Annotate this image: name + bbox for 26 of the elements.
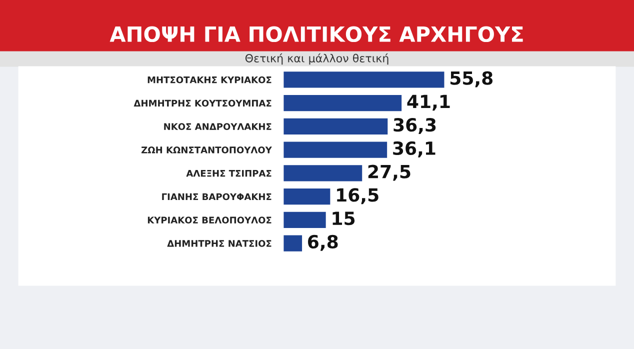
- y-tick-label: ΝΚΟΣ ΑΝΔΡΟΥΛΑΚΗΣ: [164, 123, 272, 130]
- data-label: 41,1: [407, 94, 450, 111]
- bar: [283, 187, 332, 206]
- data-label: 55,8: [450, 71, 493, 88]
- bar: [283, 234, 304, 253]
- data-label: 16,5: [337, 188, 378, 204]
- chart-title: ΑΠΟΨΗ ΓΙΑ ΠΟΛΙΤΙΚΟΥΣ ΑΡΧΗΓΟΥΣ: [110, 26, 523, 42]
- bar: [283, 210, 328, 230]
- y-tick-label: ΚΥΡΙΑΚΟΣ ΒΕΛΟΠΟΥΛΟΣ: [148, 216, 272, 224]
- y-tick-label: ΖΩΗ ΚΩΝΣΤΑΝΤΟΠΟΥΛΟΥ: [141, 146, 272, 154]
- data-label: 36,3: [394, 118, 436, 134]
- bar: [283, 70, 446, 90]
- y-tick-label: ΜΗΤΣΟΤΑΚΗΣ ΚΥΡΙΑΚΟΣ: [148, 76, 272, 84]
- y-tick-label: ΑΛΕΞΗΣ ΤΣΙΠΡΑΣ: [186, 170, 272, 177]
- data-label: 27,5: [368, 164, 410, 181]
- bar: [283, 164, 364, 183]
- bar: [283, 116, 390, 136]
- bar: [283, 94, 403, 113]
- chart-subtitle: Θετική και μάλλον θετική: [245, 53, 388, 65]
- bar: [283, 140, 388, 160]
- data-label: 15: [332, 212, 355, 226]
- data-label: 36,1: [393, 141, 436, 158]
- y-tick-label: ΔΗΜΗΤΡΗΣ ΚΟΥΤΣΟΥΜΠΑΣ: [134, 100, 272, 107]
- y-tick-label: ΔΗΜΗΤΡΗΣ ΝΑΤΣΙΟΣ: [167, 240, 272, 247]
- y-tick-label: ΓΙΑΝΗΣ ΒΑΡΟΥΦΑΚΗΣ: [162, 193, 272, 200]
- data-label: 6,8: [308, 234, 338, 251]
